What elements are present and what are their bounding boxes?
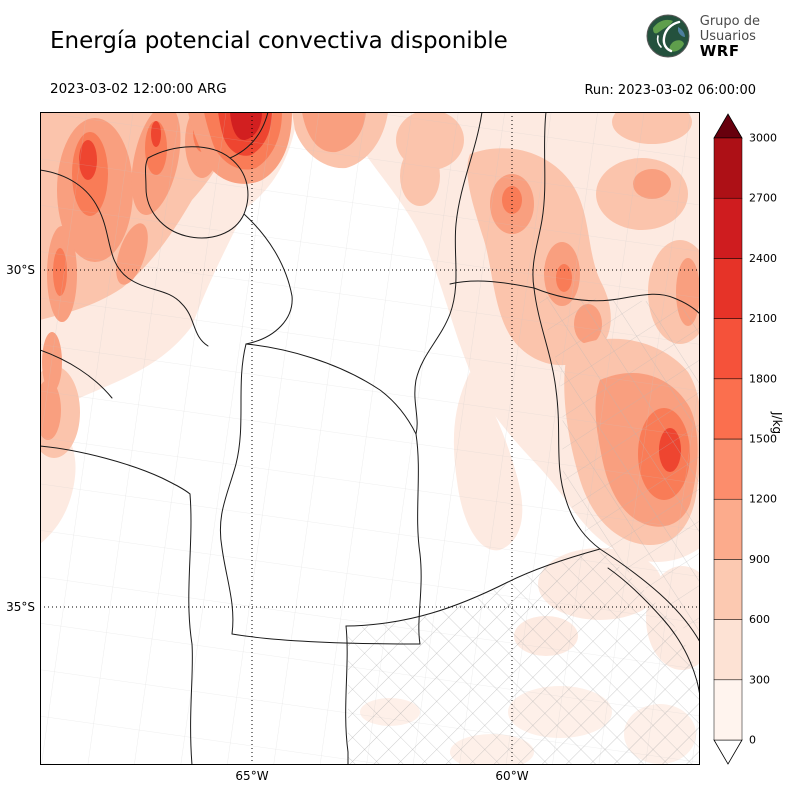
svg-text:1800: 1800 [749,372,777,385]
x-axis-tick-60w: 60°W [495,769,529,783]
svg-text:300: 300 [749,673,770,686]
wrf-logo: Grupo de Usuarios WRF [645,13,760,59]
colorbar: 0 300 600 900 1200 1500 1800 2100 2400 2700 3000 [706,112,800,765]
gridlines [40,112,700,765]
logo-line-2: Usuarios [699,28,756,44]
x-axis-tick-65w: 65°W [235,769,269,783]
logo-line-1: Grupo de [699,13,760,29]
logo-line-3: WRF [699,41,740,60]
svg-text:1200: 1200 [749,493,777,506]
province-borders [40,112,700,765]
page-title: Energía potencial convectiva disponible [50,28,508,54]
svg-text:2100: 2100 [749,312,777,325]
department-boundaries [40,112,700,765]
valid-time-label: 2023-03-02 12:00:00 ARG [50,81,227,97]
y-axis-tick-35s: 35°S [6,600,35,614]
run-time-label: Run: 2023-03-02 06:00:00 [584,83,756,98]
svg-text:0: 0 [749,734,756,747]
colorbar-units-label: J/kg [770,412,784,435]
svg-text:600: 600 [749,613,770,626]
y-axis-tick-30s: 30°S [6,263,35,277]
svg-text:2700: 2700 [749,192,777,205]
map-frame [40,112,700,765]
svg-text:3000: 3000 [749,132,777,145]
svg-text:1500: 1500 [749,433,777,446]
svg-text:900: 900 [749,553,770,566]
cape-map [40,112,700,765]
svg-text:2400: 2400 [749,252,777,265]
globe-icon [646,14,690,58]
